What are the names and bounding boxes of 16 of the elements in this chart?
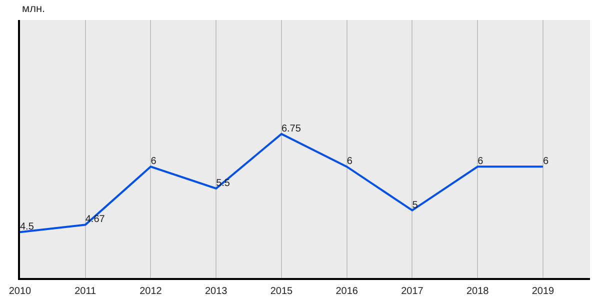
- x-tick-label: 2019: [532, 286, 554, 297]
- x-tick-label: 2010: [8, 286, 32, 297]
- data-label: 6.75: [281, 123, 302, 134]
- data-label: 6: [346, 156, 353, 168]
- x-tick-label: 2018: [466, 286, 490, 297]
- data-label: 6: [150, 156, 157, 168]
- x-tick-label: 2016: [336, 286, 358, 297]
- x-tick-label: 2011: [74, 286, 97, 297]
- y-axis-title: млн.: [22, 3, 46, 15]
- data-label: 6: [478, 156, 484, 168]
- data-label: 4.5: [20, 222, 34, 233]
- x-tick-label: 2012: [140, 286, 162, 297]
- x-tick-label: 2015: [270, 286, 294, 297]
- x-tick-label: 2017: [401, 286, 424, 297]
- x-tick-label: 2013: [204, 286, 228, 297]
- data-label: 6: [542, 156, 549, 168]
